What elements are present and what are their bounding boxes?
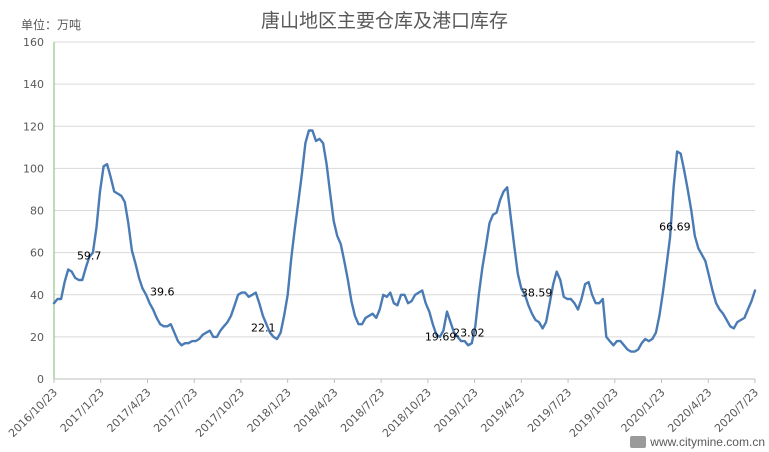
series-line — [52, 129, 757, 353]
data-label: 39.6 — [150, 286, 175, 299]
x-tick-label: 2019/1/23 — [432, 386, 481, 435]
x-tick-label: 2019/4/23 — [478, 386, 527, 435]
data-label: 19.69 — [425, 331, 457, 344]
data-label: 38.59 — [521, 287, 553, 300]
data-label: 23.02 — [453, 327, 485, 340]
y-tick-label: 80 — [30, 205, 44, 218]
chart-title: 唐山地区主要仓库及港口库存 — [260, 10, 508, 32]
x-tick-label: 2018/7/23 — [338, 386, 387, 435]
x-tick-label: 2018/1/23 — [245, 386, 294, 435]
x-tick-label: 2018/10/23 — [380, 386, 434, 440]
x-tick-label: 2017/1/23 — [58, 386, 107, 435]
y-tick-label: 40 — [30, 289, 44, 302]
x-tick-label: 2017/4/23 — [105, 386, 154, 435]
x-tick-label: 2020/7/23 — [712, 386, 761, 435]
watermark-logo-icon — [630, 436, 647, 448]
x-tick-label: 2017/10/23 — [193, 386, 247, 440]
y-tick-label: 20 — [30, 331, 44, 344]
data-label: 66.69 — [659, 221, 691, 234]
y-tick-label: 140 — [23, 78, 44, 91]
y-tick-label: 100 — [23, 162, 44, 175]
y-tick-label: 0 — [37, 373, 44, 386]
watermark-text: www.citymine.com.cn — [650, 435, 765, 449]
x-tick-label: 2016/10/23 — [6, 386, 60, 440]
x-tick-label: 2017/7/23 — [151, 386, 200, 435]
y-tick-label: 60 — [30, 247, 44, 260]
data-label: 22.1 — [251, 321, 276, 334]
x-tick-label: 2020/1/23 — [619, 386, 668, 435]
x-tick-label: 2020/4/23 — [665, 386, 714, 435]
data-label: 59.7 — [77, 249, 102, 262]
y-tick-label: 120 — [23, 120, 44, 133]
unit-label: 单位：万吨 — [21, 18, 82, 32]
x-tick-label: 2019/10/23 — [567, 386, 621, 440]
y-tick-label: 160 — [23, 36, 44, 49]
x-tick-label: 2018/4/23 — [291, 386, 340, 435]
x-tick-label: 2019/7/23 — [525, 386, 574, 435]
watermark: www.citymine.com.cn — [630, 435, 765, 449]
